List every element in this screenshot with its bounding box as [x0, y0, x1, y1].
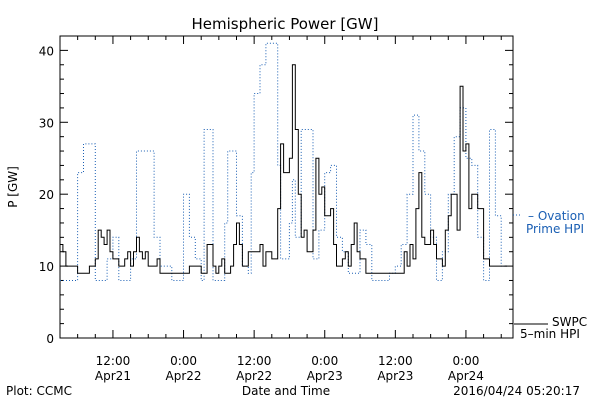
y-tick-label: 10: [39, 260, 54, 274]
plot-frame: [59, 35, 514, 339]
timestamp: 2016/04/24 05:20:17: [453, 384, 580, 398]
chart-title: Hemispheric Power [GW]: [192, 15, 379, 33]
x-tick-date-label: Apr22: [236, 369, 272, 383]
x-axis-ticks: 12:00Apr210:00Apr2212:00Apr220:00Apr2312…: [59, 36, 502, 383]
y-axis-label: P [GW]: [6, 166, 20, 208]
x-tick-date-label: Apr21: [95, 369, 131, 383]
x-tick-time-label: 0:00: [311, 354, 338, 368]
series-swpc-line: [60, 64, 508, 274]
x-tick-time-label: 12:00: [378, 354, 413, 368]
x-tick-time-label: 0:00: [452, 354, 479, 368]
x-tick-time-label: 0:00: [170, 354, 197, 368]
legend-ovation-line2: Prime HPI: [526, 222, 584, 236]
x-tick-date-label: Apr24: [448, 369, 484, 383]
x-axis-label: Date and Time: [242, 384, 330, 398]
x-tick-time-label: 12:00: [237, 354, 272, 368]
y-axis-ticks: 0 10 20 30 40: [39, 35, 513, 346]
legend-ovation-line1: – Ovation: [528, 209, 585, 223]
x-tick-date-label: Apr23: [377, 369, 413, 383]
legend-swpc-line2: 5–min HPI: [520, 327, 580, 341]
y-tick-label: 40: [39, 44, 54, 58]
y-tick-label: 20: [39, 188, 54, 202]
legend-swpc-line1: SWPC: [552, 315, 587, 329]
x-tick-date-label: Apr22: [166, 369, 202, 383]
x-tick-time-label: 12:00: [96, 354, 131, 368]
y-tick-label: 0: [46, 332, 54, 346]
series-layer: [60, 42, 508, 281]
plot-credit: Plot: CCMC: [6, 384, 72, 398]
y-tick-label: 30: [39, 116, 54, 130]
x-tick-date-label: Apr23: [307, 369, 343, 383]
